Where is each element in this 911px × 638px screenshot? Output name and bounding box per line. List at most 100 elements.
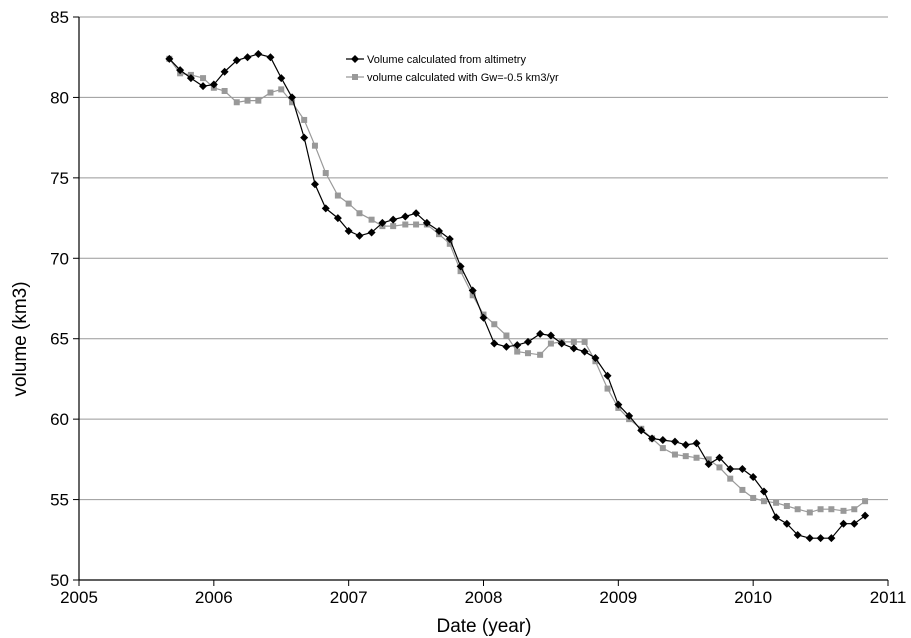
data-point-gw bbox=[221, 87, 228, 94]
legend-marker-altimetry bbox=[351, 55, 359, 63]
data-point-altimetry bbox=[344, 226, 353, 235]
legend-label-gw: volume calculated with Gw=-0.5 km3/yr bbox=[367, 72, 559, 84]
data-point-altimetry bbox=[266, 53, 275, 62]
data-point-gw bbox=[671, 451, 678, 458]
series-gw bbox=[166, 55, 869, 516]
data-point-altimetry bbox=[816, 534, 825, 543]
data-point-altimetry bbox=[321, 204, 330, 213]
data-point-altimetry bbox=[186, 74, 195, 83]
data-point-altimetry bbox=[165, 54, 174, 63]
data-point-gw bbox=[693, 454, 700, 461]
data-point-gw bbox=[851, 506, 858, 513]
data-point-altimetry bbox=[367, 228, 376, 237]
data-point-altimetry bbox=[176, 66, 185, 75]
y-axis-title: volume (km3) bbox=[10, 281, 31, 396]
data-point-gw bbox=[267, 89, 274, 96]
data-point-altimetry bbox=[827, 534, 836, 543]
data-point-gw bbox=[491, 321, 498, 328]
data-point-gw bbox=[311, 142, 318, 149]
data-point-altimetry bbox=[456, 262, 465, 271]
data-point-gw bbox=[773, 499, 780, 506]
data-point-gw bbox=[727, 475, 734, 482]
axes bbox=[73, 16, 889, 586]
data-point-gw bbox=[413, 221, 420, 228]
data-point-altimetry bbox=[839, 519, 848, 528]
data-point-gw bbox=[301, 116, 308, 123]
series-line-altimetry bbox=[168, 53, 866, 539]
data-point-altimetry bbox=[209, 80, 218, 89]
x-tick-label: 2008 bbox=[465, 588, 503, 607]
data-point-altimetry bbox=[254, 49, 263, 58]
data-point-altimetry bbox=[704, 460, 713, 469]
data-point-altimetry bbox=[569, 344, 578, 353]
y-tick-label: 80 bbox=[50, 88, 69, 107]
data-point-altimetry bbox=[513, 341, 522, 350]
data-point-gw bbox=[739, 486, 746, 493]
x-tick-label: 2010 bbox=[734, 588, 772, 607]
data-point-gw bbox=[457, 268, 464, 275]
data-point-gw bbox=[828, 506, 835, 513]
data-point-gw bbox=[716, 464, 723, 471]
data-point-altimetry bbox=[681, 440, 690, 449]
data-point-altimetry bbox=[536, 329, 545, 338]
data-point-gw bbox=[760, 498, 767, 505]
y-tick-labels: 50 55 60 65 70 75 80 85 bbox=[50, 8, 69, 590]
data-point-gw bbox=[402, 221, 409, 228]
data-point-gw bbox=[345, 200, 352, 207]
data-point-gw bbox=[817, 506, 824, 513]
data-point-gw bbox=[840, 507, 847, 514]
data-point-altimetry bbox=[805, 534, 814, 543]
data-point-gw bbox=[659, 445, 666, 452]
x-axis-title: Date (year) bbox=[436, 616, 531, 637]
data-point-altimetry bbox=[603, 371, 612, 380]
y-tick-label: 65 bbox=[50, 330, 69, 349]
data-point-altimetry bbox=[220, 67, 229, 76]
y-tick-label: 75 bbox=[50, 169, 69, 188]
y-tick-label: 85 bbox=[50, 8, 69, 27]
data-point-gw bbox=[503, 332, 510, 339]
data-point-gw bbox=[390, 223, 397, 230]
data-point-gw bbox=[368, 216, 375, 223]
data-point-altimetry bbox=[502, 342, 511, 351]
data-point-altimetry bbox=[557, 339, 566, 348]
x-tick-label: 2006 bbox=[195, 588, 233, 607]
data-point-altimetry bbox=[310, 180, 319, 189]
data-point-altimetry bbox=[772, 513, 781, 522]
data-point-gw bbox=[255, 97, 262, 104]
data-point-gw bbox=[322, 170, 329, 177]
x-tick-label: 2011 bbox=[870, 588, 907, 607]
data-point-altimetry bbox=[658, 436, 667, 445]
data-point-altimetry bbox=[648, 434, 657, 443]
gridlines bbox=[79, 16, 888, 501]
data-point-altimetry bbox=[614, 400, 623, 409]
data-point-gw bbox=[537, 351, 544, 358]
data-point-altimetry bbox=[277, 74, 286, 83]
data-point-altimetry bbox=[715, 453, 724, 462]
legend-marker-gw bbox=[352, 74, 358, 80]
y-tick-label: 50 bbox=[50, 571, 69, 590]
data-point-gw bbox=[570, 338, 577, 345]
data-point-altimetry bbox=[389, 215, 398, 224]
y-tick-label: 60 bbox=[50, 410, 69, 429]
data-point-gw bbox=[524, 350, 531, 357]
data-point-gw bbox=[244, 97, 251, 104]
data-point-gw bbox=[547, 340, 554, 347]
data-point-gw bbox=[278, 86, 285, 93]
data-point-altimetry bbox=[288, 93, 297, 102]
data-point-gw bbox=[200, 75, 207, 82]
data-point-altimetry bbox=[355, 231, 364, 240]
data-point-altimetry bbox=[523, 337, 532, 346]
y-tick-label: 70 bbox=[50, 249, 69, 268]
data-point-altimetry bbox=[378, 218, 387, 227]
data-point-gw bbox=[794, 506, 801, 513]
data-point-altimetry bbox=[861, 511, 870, 520]
data-point-altimetry bbox=[637, 426, 646, 435]
data-point-altimetry bbox=[692, 439, 701, 448]
series-layer bbox=[165, 49, 870, 543]
data-point-altimetry bbox=[232, 56, 241, 65]
data-point-gw bbox=[806, 509, 813, 516]
data-point-gw bbox=[604, 385, 611, 392]
data-point-altimetry bbox=[445, 234, 454, 243]
data-point-altimetry bbox=[670, 437, 679, 446]
data-point-altimetry bbox=[759, 487, 768, 496]
